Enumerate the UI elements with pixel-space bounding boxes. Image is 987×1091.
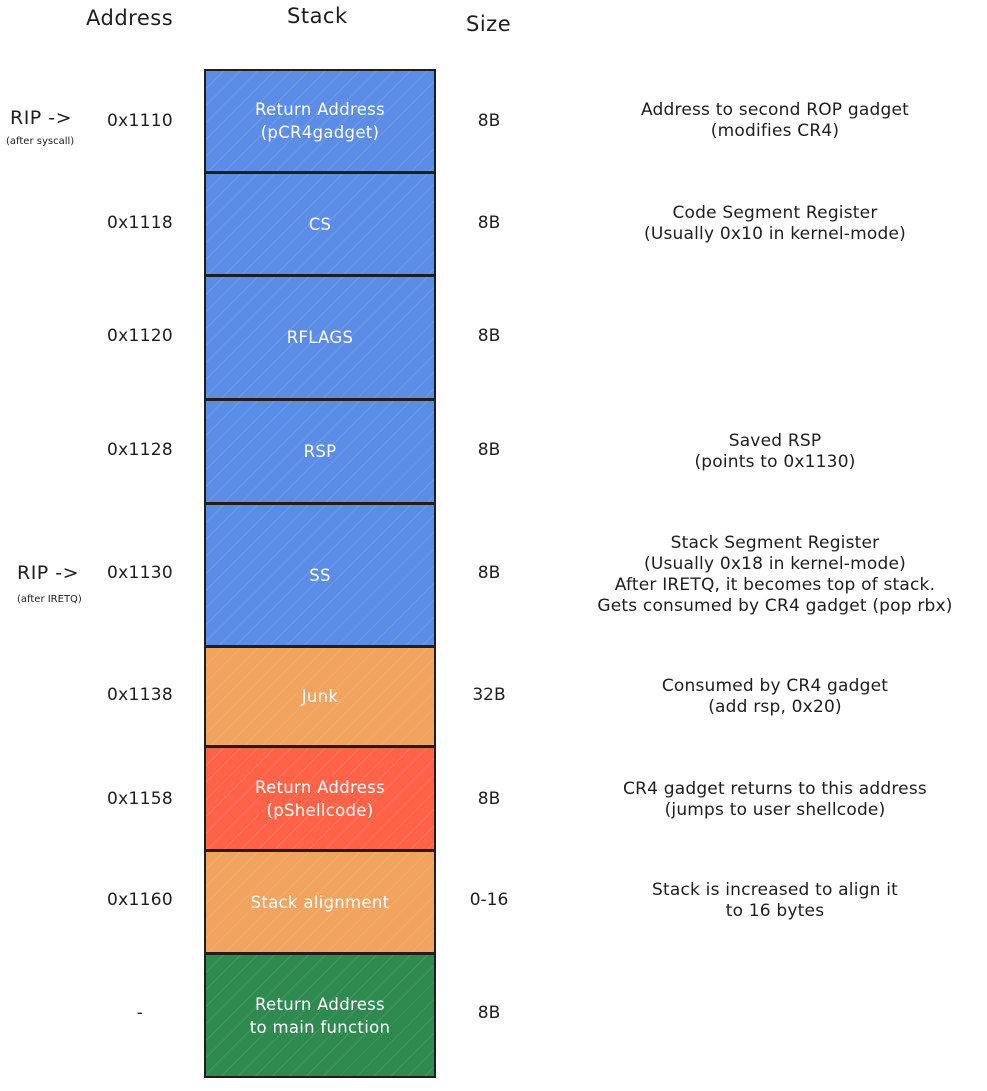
stack-column-header: Stack [287, 4, 348, 28]
description-line: Gets consumed by CR4 gadget (pop rbx) [597, 596, 953, 616]
stack-block-return-address-shellcode: Return Address (pShellcode) [204, 746, 436, 851]
stack-block-label: RSP [303, 442, 337, 461]
size-value: 8B [477, 1003, 501, 1023]
description-line: (add rsp, 0x20) [708, 697, 842, 717]
size-value: 8B [477, 563, 501, 583]
address-0x1110: 0x1110 [107, 111, 173, 131]
description-line: (jumps to user shellcode) [664, 800, 886, 820]
stack-block-label: RFLAGS [286, 328, 354, 347]
description-line: (Usually 0x10 in kernel-mode) [644, 224, 906, 244]
address-none: - [136, 1003, 144, 1023]
stack-block-ss: SS [204, 503, 436, 647]
rip-note-iretq: (after IRETQ) [17, 594, 82, 605]
rip-pointer-iretq: RIP -> [17, 562, 80, 584]
description-line: After IRETQ, it becomes top of stack. [614, 575, 936, 595]
address-0x1128: 0x1128 [107, 440, 173, 460]
stack-block-return-address-main: Return Address to main function [204, 953, 436, 1078]
stack-block-label: Return Address [255, 777, 385, 797]
description-line: Stack is increased to align it [652, 880, 898, 900]
size-value: 0-16 [469, 890, 509, 910]
description-line: Stack Segment Register [670, 533, 880, 553]
address-0x1138: 0x1138 [107, 685, 173, 705]
description-line: CR4 gadget returns to this address [623, 779, 927, 799]
size-value: 8B [477, 440, 501, 460]
description-line: to 16 bytes [725, 901, 825, 921]
rip-pointer-syscall: RIP -> [10, 107, 73, 129]
stack-block-label: CS [308, 214, 332, 234]
stack-block-label: Return Address [255, 994, 385, 1014]
address-0x1130: 0x1130 [107, 563, 173, 583]
size-column-header: Size [466, 12, 512, 36]
description-line: Code Segment Register [672, 203, 878, 223]
row-description: Stack Segment Register (Usually 0x18 in … [560, 533, 987, 617]
address-0x1120: 0x1120 [107, 326, 173, 346]
address-column-header: Address [86, 6, 174, 30]
row-description: Address to second ROP gadget (modifies C… [560, 100, 987, 142]
size-value: 8B [477, 213, 501, 233]
stack-block-label: to main function [249, 1017, 391, 1037]
description-line: (Usually 0x18 in kernel-mode) [644, 554, 906, 574]
address-0x1158: 0x1158 [107, 789, 173, 809]
address-0x1118: 0x1118 [107, 213, 173, 233]
rip-note-syscall: (after syscall) [6, 136, 75, 147]
row-description: Saved RSP (points to 0x1130) [560, 431, 987, 473]
row-description: Consumed by CR4 gadget (add rsp, 0x20) [560, 676, 987, 718]
description-line: (modifies CR4) [710, 121, 840, 141]
description-line: Address to second ROP gadget [641, 100, 909, 120]
row-description: CR4 gadget returns to this address (jump… [560, 779, 987, 821]
size-value: 8B [477, 111, 501, 131]
stack-block-return-address-cr4: Return Address (pCR4gadget) [204, 69, 436, 173]
row-description: Code Segment Register (Usually 0x10 in k… [560, 203, 987, 245]
stack-block-label: Stack alignment [250, 892, 390, 912]
stack-block-rsp: RSP [204, 399, 436, 504]
stack-block-label: SS [309, 565, 331, 585]
description-line: (points to 0x1130) [694, 452, 856, 472]
stack-block-rflags: RFLAGS [204, 275, 436, 400]
stack-block-cs: CS [204, 172, 436, 276]
address-0x1160: 0x1160 [107, 890, 173, 910]
stack-block-label: (pCR4gadget) [260, 123, 380, 142]
stack-block-label: Return Address [255, 100, 385, 119]
stack-block-alignment: Stack alignment [204, 850, 436, 954]
size-value: 8B [477, 789, 501, 809]
stack-block-junk: Junk [204, 646, 436, 747]
size-value: 8B [477, 326, 501, 346]
stack-block-label: Junk [301, 687, 339, 706]
description-line: Saved RSP [728, 431, 822, 451]
stack-block-label: (pShellcode) [266, 800, 374, 820]
description-line: Consumed by CR4 gadget [661, 676, 889, 696]
size-value: 32B [472, 685, 506, 705]
row-description: Stack is increased to align it to 16 byt… [560, 880, 987, 922]
